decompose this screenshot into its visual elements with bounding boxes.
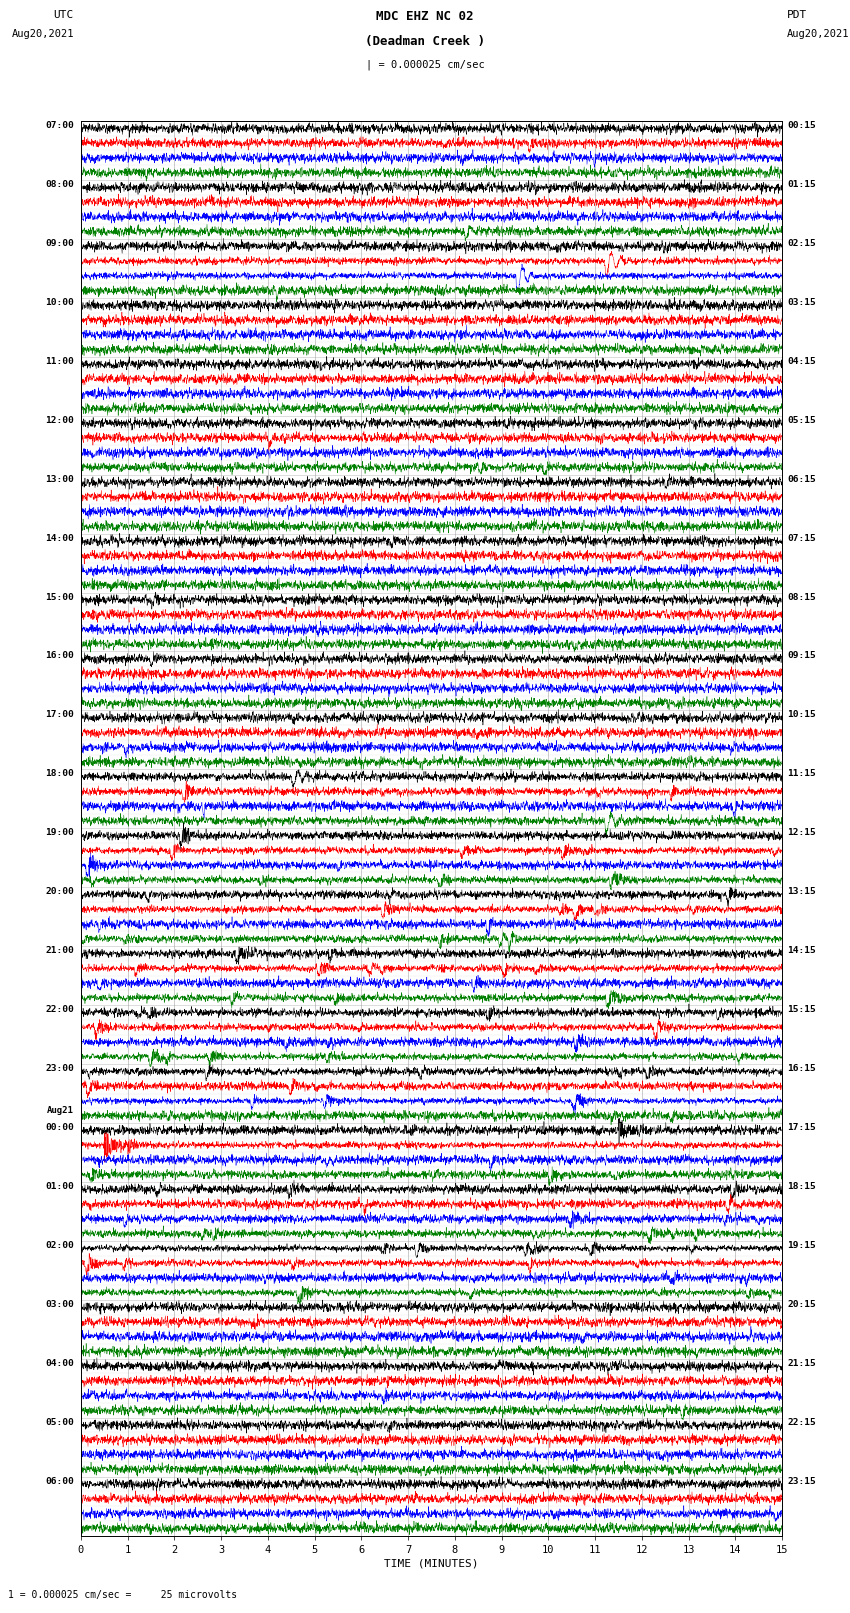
Text: 01:15: 01:15 — [787, 181, 816, 189]
Text: 23:15: 23:15 — [787, 1476, 816, 1486]
Text: 11:00: 11:00 — [45, 356, 74, 366]
Text: 05:00: 05:00 — [45, 1418, 74, 1426]
Text: Aug21: Aug21 — [47, 1107, 74, 1115]
Text: PDT: PDT — [787, 10, 808, 19]
Text: 16:00: 16:00 — [45, 652, 74, 660]
Text: 12:00: 12:00 — [45, 416, 74, 424]
Text: 02:00: 02:00 — [45, 1240, 74, 1250]
Text: UTC: UTC — [54, 10, 74, 19]
Text: 19:00: 19:00 — [45, 829, 74, 837]
Text: 17:15: 17:15 — [787, 1123, 816, 1132]
Text: 21:15: 21:15 — [787, 1358, 816, 1368]
Text: 15:15: 15:15 — [787, 1005, 816, 1015]
Text: 01:00: 01:00 — [45, 1182, 74, 1190]
Text: 22:15: 22:15 — [787, 1418, 816, 1426]
Text: 05:15: 05:15 — [787, 416, 816, 424]
Text: 00:00: 00:00 — [45, 1123, 74, 1132]
Text: Aug20,2021: Aug20,2021 — [11, 29, 74, 39]
Text: 20:00: 20:00 — [45, 887, 74, 897]
Text: 20:15: 20:15 — [787, 1300, 816, 1308]
Text: 13:15: 13:15 — [787, 887, 816, 897]
Text: 23:00: 23:00 — [45, 1065, 74, 1073]
Text: 04:15: 04:15 — [787, 356, 816, 366]
Text: 06:15: 06:15 — [787, 474, 816, 484]
Text: 09:00: 09:00 — [45, 239, 74, 248]
Text: 06:00: 06:00 — [45, 1476, 74, 1486]
Text: (Deadman Creek ): (Deadman Creek ) — [365, 35, 485, 48]
Text: Aug20,2021: Aug20,2021 — [787, 29, 850, 39]
Text: 14:15: 14:15 — [787, 947, 816, 955]
Text: 07:15: 07:15 — [787, 534, 816, 542]
Text: 17:00: 17:00 — [45, 710, 74, 719]
Text: 19:15: 19:15 — [787, 1240, 816, 1250]
X-axis label: TIME (MINUTES): TIME (MINUTES) — [384, 1558, 479, 1569]
Text: 09:15: 09:15 — [787, 652, 816, 660]
Text: 18:15: 18:15 — [787, 1182, 816, 1190]
Text: 00:15: 00:15 — [787, 121, 816, 131]
Text: 13:00: 13:00 — [45, 474, 74, 484]
Text: 03:15: 03:15 — [787, 298, 816, 306]
Text: | = 0.000025 cm/sec: | = 0.000025 cm/sec — [366, 60, 484, 71]
Text: 1 = 0.000025 cm/sec =     25 microvolts: 1 = 0.000025 cm/sec = 25 microvolts — [8, 1590, 238, 1600]
Text: 21:00: 21:00 — [45, 947, 74, 955]
Text: 07:00: 07:00 — [45, 121, 74, 131]
Text: 15:00: 15:00 — [45, 592, 74, 602]
Text: 02:15: 02:15 — [787, 239, 816, 248]
Text: 12:15: 12:15 — [787, 829, 816, 837]
Text: 08:15: 08:15 — [787, 592, 816, 602]
Text: 08:00: 08:00 — [45, 181, 74, 189]
Text: 10:15: 10:15 — [787, 710, 816, 719]
Text: 22:00: 22:00 — [45, 1005, 74, 1015]
Text: 18:00: 18:00 — [45, 769, 74, 779]
Text: 10:00: 10:00 — [45, 298, 74, 306]
Text: 16:15: 16:15 — [787, 1065, 816, 1073]
Text: 03:00: 03:00 — [45, 1300, 74, 1308]
Text: 11:15: 11:15 — [787, 769, 816, 779]
Text: 14:00: 14:00 — [45, 534, 74, 542]
Text: 04:00: 04:00 — [45, 1358, 74, 1368]
Text: MDC EHZ NC 02: MDC EHZ NC 02 — [377, 10, 473, 23]
